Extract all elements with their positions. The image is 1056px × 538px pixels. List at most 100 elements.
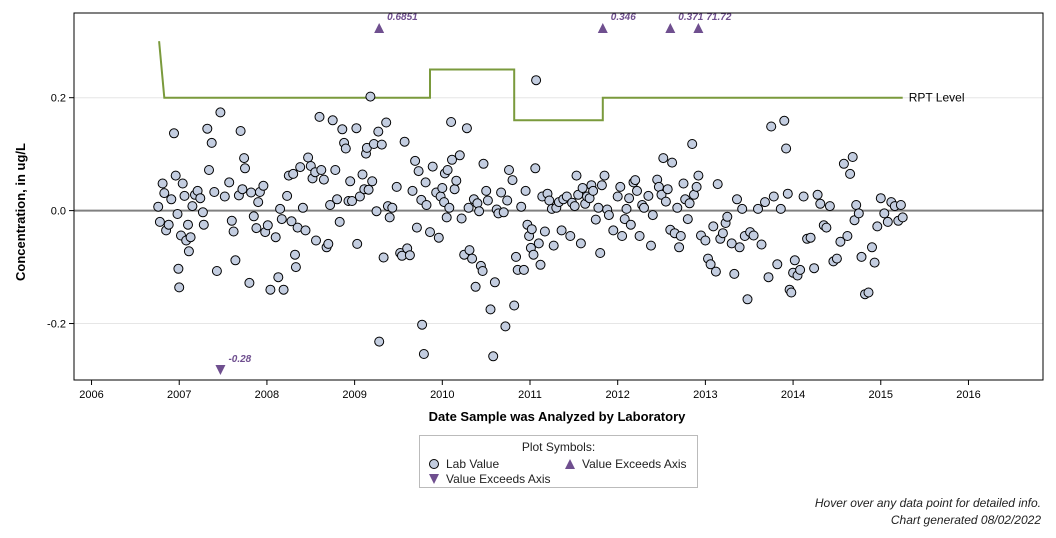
data-point bbox=[300, 225, 311, 236]
data-point bbox=[781, 143, 792, 154]
data-point bbox=[351, 123, 362, 134]
data-point bbox=[290, 249, 300, 260]
data-point bbox=[253, 197, 264, 208]
data-point bbox=[421, 200, 432, 210]
x-tick-label: 2012 bbox=[605, 389, 629, 401]
data-point bbox=[675, 231, 686, 241]
data-point bbox=[318, 174, 329, 185]
x-tick-label: 2010 bbox=[430, 389, 454, 401]
exceeds-down-marker bbox=[215, 365, 226, 375]
data-point bbox=[565, 231, 576, 241]
data-point bbox=[639, 202, 649, 213]
data-point bbox=[726, 238, 737, 249]
y-tick-label: 0.0 bbox=[51, 206, 66, 218]
data-point bbox=[795, 264, 806, 275]
data-point bbox=[290, 262, 301, 273]
data-point bbox=[262, 220, 273, 231]
data-point bbox=[577, 183, 588, 193]
data-point bbox=[286, 216, 297, 227]
data-point bbox=[760, 197, 770, 208]
data-point bbox=[334, 216, 345, 227]
data-point bbox=[174, 282, 185, 293]
data-point bbox=[454, 150, 465, 161]
data-point bbox=[404, 250, 415, 261]
data-point bbox=[275, 203, 286, 214]
data-point bbox=[464, 245, 475, 256]
data-point bbox=[782, 188, 793, 199]
data-point bbox=[897, 212, 908, 223]
data-point bbox=[588, 185, 599, 196]
exceeds-value-label: 71.72 bbox=[706, 12, 731, 23]
x-tick-label: 2016 bbox=[956, 389, 980, 401]
data-point bbox=[498, 207, 509, 218]
data-point bbox=[615, 181, 626, 192]
exceeds-markers: 0.6851 0.346 0.371 71.72 -0.28 bbox=[215, 12, 732, 375]
data-point bbox=[169, 128, 179, 139]
data-point bbox=[700, 235, 711, 246]
data-point bbox=[209, 187, 220, 197]
legend-item-exceeds-up: Value Exceeds Axis bbox=[564, 457, 687, 471]
data-point bbox=[504, 165, 514, 175]
legend-title: Plot Symbols: bbox=[521, 440, 596, 454]
data-point bbox=[821, 222, 832, 233]
data-point bbox=[779, 115, 790, 126]
data-point bbox=[729, 268, 740, 279]
data-point bbox=[500, 321, 511, 332]
data-point bbox=[617, 231, 628, 241]
data-point bbox=[332, 194, 343, 205]
data-point bbox=[461, 123, 472, 134]
data-point bbox=[867, 242, 877, 253]
data-point bbox=[489, 277, 500, 288]
data-point bbox=[624, 193, 635, 204]
data-point bbox=[411, 222, 422, 233]
data-point bbox=[185, 232, 196, 243]
data-point bbox=[684, 198, 695, 209]
data-point bbox=[853, 208, 864, 219]
data-point bbox=[204, 165, 214, 175]
data-point bbox=[297, 202, 308, 213]
exceeds-value-label: 0.6851 bbox=[387, 12, 418, 23]
data-point bbox=[660, 196, 671, 207]
data-point bbox=[373, 126, 384, 137]
data-point bbox=[548, 240, 559, 251]
data-point bbox=[705, 259, 716, 270]
data-point bbox=[179, 190, 190, 201]
data-point bbox=[831, 253, 842, 264]
x-tick-label: 2007 bbox=[167, 389, 191, 401]
data-point bbox=[879, 208, 890, 219]
data-point bbox=[276, 214, 287, 225]
data-point bbox=[678, 178, 689, 189]
data-point bbox=[674, 242, 685, 253]
data-point bbox=[177, 178, 188, 189]
data-point bbox=[183, 219, 193, 230]
data-point bbox=[786, 287, 797, 298]
circle-marker-icon bbox=[429, 459, 439, 469]
data-point bbox=[488, 351, 499, 362]
generated-date: Chart generated 08/02/2022 bbox=[890, 513, 1041, 527]
data-point bbox=[535, 259, 546, 270]
data-point bbox=[288, 168, 299, 179]
data-point bbox=[381, 117, 392, 128]
data-point bbox=[258, 180, 269, 191]
data-point bbox=[166, 194, 177, 205]
data-point bbox=[599, 170, 610, 181]
legend-label-exceeds-down: Value Exceeds Axis bbox=[446, 472, 551, 486]
data-point bbox=[248, 211, 259, 222]
data-point bbox=[838, 158, 849, 169]
data-point bbox=[446, 117, 457, 127]
data-point bbox=[153, 201, 164, 212]
plot-frame bbox=[73, 12, 1044, 381]
data-point bbox=[895, 200, 906, 210]
data-point bbox=[244, 277, 255, 288]
data-point bbox=[647, 210, 658, 221]
data-point bbox=[347, 196, 357, 206]
data-point bbox=[530, 163, 541, 174]
data-point bbox=[447, 154, 457, 165]
data-point bbox=[195, 193, 206, 204]
data-point bbox=[420, 177, 431, 188]
data-point bbox=[805, 232, 816, 243]
data-point bbox=[433, 232, 444, 243]
data-point bbox=[425, 227, 435, 238]
data-point bbox=[211, 266, 222, 276]
data-point bbox=[251, 223, 262, 234]
